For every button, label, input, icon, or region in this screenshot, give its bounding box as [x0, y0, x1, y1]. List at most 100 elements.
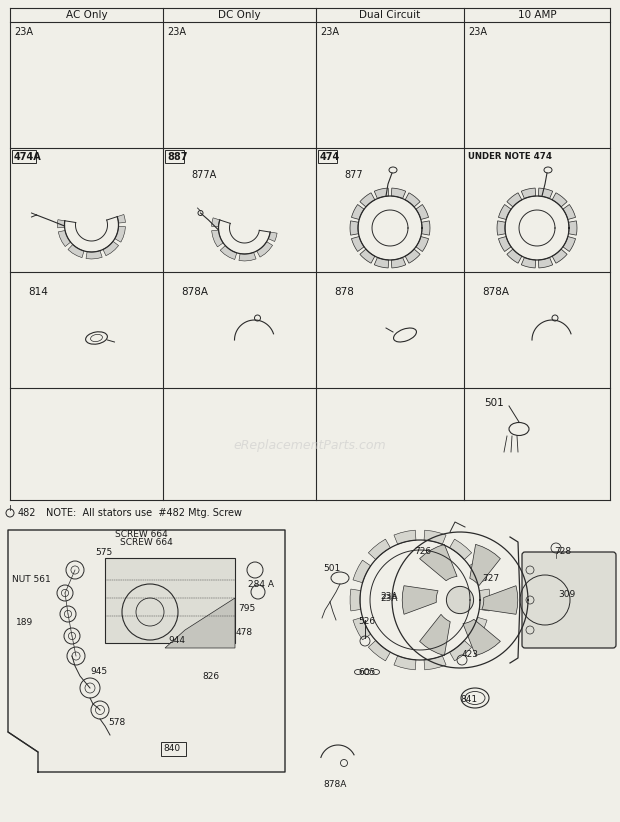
Text: Dual Circuit: Dual Circuit [360, 10, 420, 20]
Polygon shape [220, 246, 237, 260]
Polygon shape [257, 242, 273, 257]
Text: NUT 561: NUT 561 [12, 575, 51, 584]
Polygon shape [68, 244, 84, 257]
Text: 501: 501 [323, 564, 340, 573]
Polygon shape [405, 249, 420, 263]
Polygon shape [368, 539, 391, 560]
Polygon shape [58, 219, 65, 228]
Text: SCREW 664: SCREW 664 [115, 530, 168, 539]
Polygon shape [469, 617, 487, 640]
Polygon shape [117, 215, 125, 223]
Polygon shape [507, 249, 522, 263]
Polygon shape [115, 226, 125, 242]
Text: 423: 423 [462, 650, 479, 659]
Text: 878A: 878A [323, 780, 347, 789]
Polygon shape [497, 221, 505, 235]
Polygon shape [424, 656, 446, 670]
Text: 189: 189 [16, 618, 33, 627]
Text: 877: 877 [344, 170, 363, 180]
Text: 474: 474 [320, 152, 340, 162]
Polygon shape [569, 221, 577, 235]
Text: 10 AMP: 10 AMP [518, 10, 556, 20]
Text: 887: 887 [167, 152, 187, 162]
Polygon shape [498, 205, 511, 219]
Polygon shape [165, 598, 235, 648]
Bar [161, 742, 185, 756]
Polygon shape [8, 530, 285, 772]
Polygon shape [463, 619, 500, 656]
Polygon shape [58, 230, 71, 247]
Polygon shape [416, 205, 428, 219]
Text: 727: 727 [482, 574, 499, 583]
Text: 578: 578 [108, 718, 125, 727]
Text: AC Only: AC Only [66, 10, 107, 20]
Polygon shape [507, 193, 522, 207]
Polygon shape [563, 237, 575, 252]
Polygon shape [450, 640, 472, 661]
Polygon shape [268, 232, 277, 242]
Bar [12, 150, 36, 163]
Text: 945: 945 [90, 667, 107, 676]
Text: 23A: 23A [468, 27, 487, 37]
Text: DC Only: DC Only [218, 10, 261, 20]
Polygon shape [422, 221, 430, 235]
Polygon shape [416, 237, 428, 252]
Polygon shape [239, 252, 256, 261]
Polygon shape [470, 544, 500, 585]
Text: 309: 309 [558, 590, 575, 599]
Text: 728: 728 [554, 547, 571, 556]
Polygon shape [479, 589, 490, 611]
Polygon shape [211, 230, 223, 247]
Polygon shape [103, 242, 118, 256]
Polygon shape [391, 188, 405, 199]
Text: 23A: 23A [380, 593, 397, 603]
Text: 23A: 23A [320, 27, 339, 37]
Bar [318, 150, 337, 163]
Text: 878A: 878A [181, 287, 208, 297]
Polygon shape [552, 249, 567, 263]
Text: 840: 840 [163, 744, 180, 753]
Text: eReplacementParts.com: eReplacementParts.com [234, 438, 386, 451]
Polygon shape [394, 530, 416, 544]
Polygon shape [469, 560, 487, 583]
Text: 878A: 878A [482, 287, 509, 297]
Text: 726: 726 [414, 547, 431, 556]
Text: 878: 878 [334, 287, 354, 297]
Polygon shape [394, 656, 416, 670]
Text: 605: 605 [358, 668, 375, 677]
Text: 826: 826 [202, 672, 219, 681]
Polygon shape [450, 539, 472, 560]
Text: 474A: 474A [14, 152, 42, 162]
Bar [105, 558, 235, 643]
Polygon shape [405, 193, 420, 207]
Text: 23A: 23A [380, 592, 397, 601]
Text: 23A: 23A [167, 27, 186, 37]
Polygon shape [424, 530, 446, 544]
Polygon shape [402, 586, 438, 614]
Polygon shape [360, 249, 375, 263]
Polygon shape [353, 560, 371, 583]
Polygon shape [350, 221, 358, 235]
Polygon shape [352, 205, 364, 219]
Polygon shape [368, 640, 391, 661]
Polygon shape [521, 188, 536, 199]
Text: NOTE:  All stators use  #482 Mtg. Screw: NOTE: All stators use #482 Mtg. Screw [46, 508, 242, 518]
Text: 814: 814 [28, 287, 48, 297]
Text: 795: 795 [238, 604, 255, 613]
Text: 478: 478 [236, 628, 253, 637]
Text: 501: 501 [484, 398, 503, 408]
Polygon shape [538, 188, 552, 199]
Text: 841: 841 [460, 695, 477, 704]
Text: 284 A: 284 A [248, 580, 274, 589]
Bar [165, 150, 184, 163]
Polygon shape [521, 257, 536, 268]
Circle shape [446, 586, 474, 613]
Polygon shape [360, 193, 375, 207]
Text: 575: 575 [95, 548, 112, 557]
Polygon shape [538, 257, 552, 268]
Polygon shape [350, 589, 361, 611]
Polygon shape [374, 257, 389, 268]
Polygon shape [563, 205, 575, 219]
Polygon shape [420, 614, 450, 656]
Text: 23A: 23A [14, 27, 33, 37]
